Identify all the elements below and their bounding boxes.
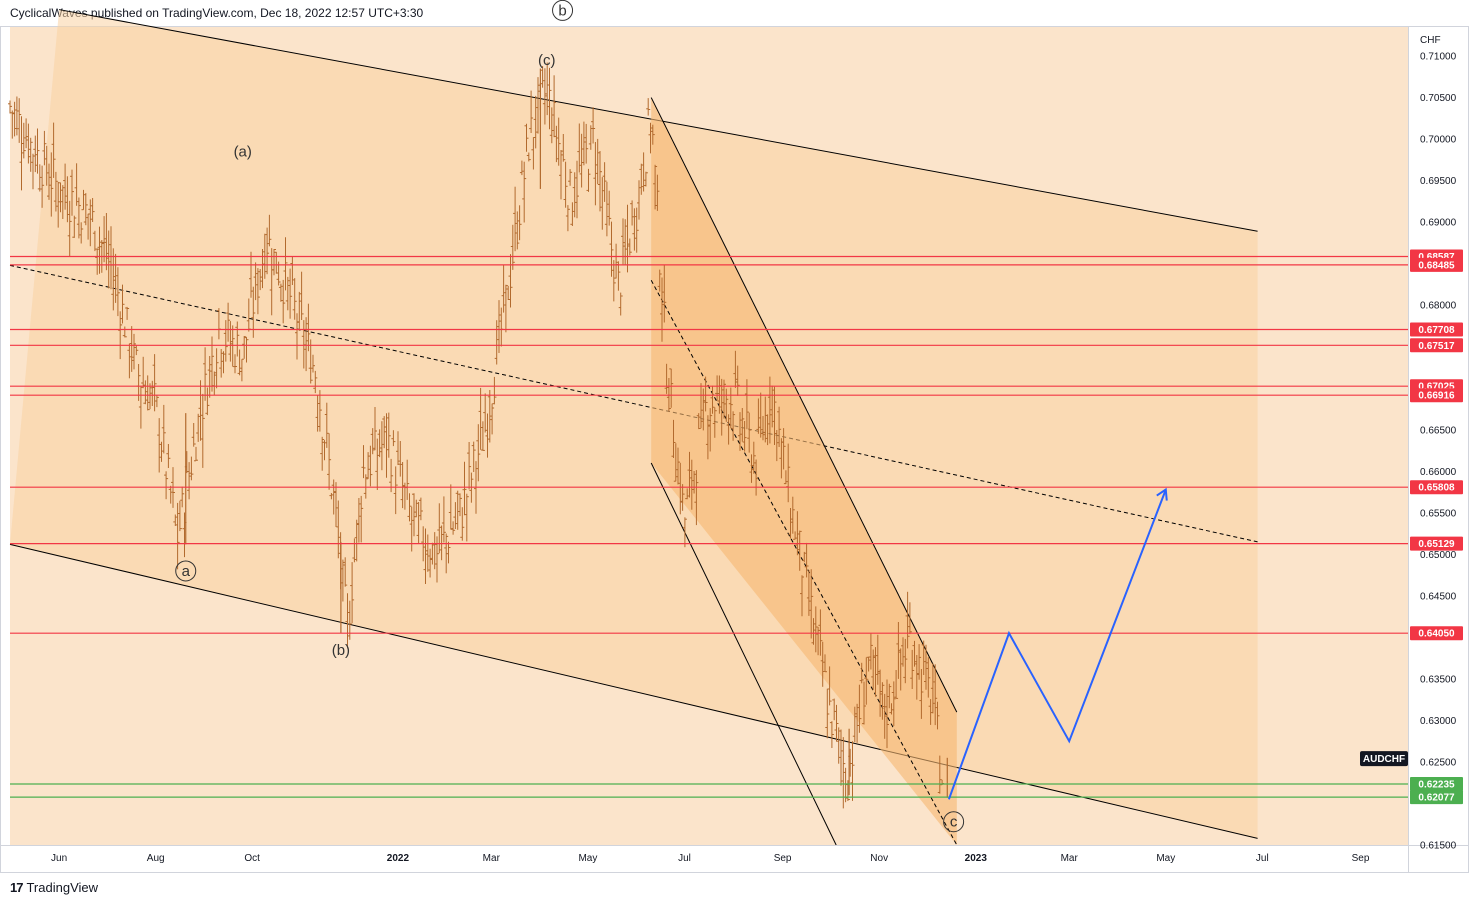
time-tick-label: Mar — [483, 853, 501, 864]
projection-arrowhead — [1156, 487, 1168, 501]
price-tick-label: 0.65000 — [1420, 550, 1457, 561]
currency-label: CHF — [1420, 35, 1441, 46]
time-tick-label: Aug — [147, 853, 165, 864]
inner-channel-fill — [651, 97, 957, 846]
level-badge-resistance — [1410, 338, 1463, 353]
price-tick-label: 0.64500 — [1420, 591, 1457, 602]
plot-area[interactable]: b (c) (a) a (b) c — [8, 0, 1408, 846]
channel-fill — [10, 9, 1258, 839]
time-tick-label: Jun — [51, 853, 67, 864]
level-badge-resistance — [1410, 257, 1463, 272]
price-tick-label: 0.71000 — [1420, 52, 1457, 63]
level-badge-label: 0.68485 — [1418, 260, 1455, 271]
price-tick-label: 0.68000 — [1420, 301, 1457, 312]
time-tick-label: Sep — [1352, 853, 1370, 864]
price-axis[interactable]: CHF 0.71000 0.70500 0.70000 0.69500 0.69000 0… — [1420, 35, 1457, 852]
footer-brand[interactable]: TradingView — [26, 880, 99, 895]
level-badge-label: 0.64050 — [1418, 629, 1455, 640]
tradingview-logo-icon: 17 — [10, 880, 24, 895]
horizontal-levels — [10, 255, 1408, 798]
price-tick-label: 0.61500 — [1420, 841, 1457, 852]
level-badge-label: 0.65129 — [1418, 539, 1455, 550]
projection — [947, 487, 1168, 800]
price-tick-label: 0.70000 — [1420, 135, 1457, 146]
time-tick-label: Jul — [1256, 853, 1269, 864]
price-tick-label: 0.69500 — [1420, 176, 1457, 187]
level-badge-support — [1410, 777, 1463, 791]
channel-midline — [9, 264, 1258, 543]
candles — [8, 62, 948, 809]
symbol-badge-label: AUDCHF — [1363, 754, 1405, 765]
inner-channel-upper-line — [650, 97, 958, 713]
price-tick-label: 0.69000 — [1420, 218, 1457, 229]
wave-labels: b (c) (a) a (b) c — [175, 0, 965, 833]
level-badge-support — [1410, 790, 1463, 805]
symbol-badge — [1360, 751, 1408, 767]
level-badge-resistance — [1410, 322, 1463, 337]
time-tick-label: May — [578, 853, 597, 864]
footer: 17 TradingView — [10, 880, 98, 895]
wave-label: (a) — [234, 144, 252, 161]
wave-label-circle — [552, 0, 574, 21]
wave-label: c — [950, 814, 958, 831]
time-axis[interactable]: Jun Aug Oct 2022 Mar May Jul Sep Nov 2023 Mar May Ju… — [51, 853, 1370, 864]
inner-channel-midline — [650, 280, 958, 846]
time-tick-label: Mar — [1061, 853, 1079, 864]
price-tick-label: 0.70500 — [1420, 93, 1457, 104]
level-badge-resistance — [1410, 388, 1463, 403]
wave-label: a — [182, 563, 191, 580]
level-badge-label: 0.67708 — [1418, 325, 1455, 336]
level-badge-label: 0.66916 — [1418, 391, 1455, 402]
level-badge-label: 0.65808 — [1418, 483, 1455, 494]
time-tick-label: 2023 — [965, 853, 988, 864]
wave-label: (b) — [332, 642, 350, 659]
level-badge-resistance — [1410, 536, 1463, 551]
price-tick-label: 0.65500 — [1420, 508, 1457, 519]
trend-channel — [9, 9, 1258, 839]
publisher-line: CyclicalWaves published on TradingView.c… — [10, 6, 424, 20]
inner-channel — [650, 97, 958, 846]
price-tick-label: 0.63500 — [1420, 674, 1457, 685]
price-tick-label: 0.63000 — [1420, 716, 1457, 727]
wave-label-circle — [943, 811, 965, 833]
level-badge-resistance — [1410, 626, 1463, 641]
time-tick-label: Oct — [244, 853, 260, 864]
price-tick-label: 0.66500 — [1420, 425, 1457, 436]
inner-channel-lower-line — [650, 462, 837, 846]
time-tick-label: 2022 — [387, 853, 410, 864]
time-tick-label: Nov — [870, 853, 888, 864]
wave-label: (c) — [538, 52, 556, 69]
level-badge-resistance — [1410, 480, 1463, 495]
level-badge-label: 0.62235 — [1418, 780, 1455, 791]
level-badge-label: 0.68587 — [1418, 252, 1455, 263]
time-tick-label: Sep — [774, 853, 792, 864]
chart-border — [0, 26, 1469, 873]
time-tick-label: May — [1156, 853, 1175, 864]
time-tick-label: Jul — [678, 853, 691, 864]
level-badge-label: 0.62077 — [1418, 793, 1455, 804]
wave-label: b — [558, 2, 566, 19]
price-tick-label: 0.62500 — [1420, 758, 1457, 769]
projection-path — [947, 489, 1167, 800]
price-tick-label: 0.66000 — [1420, 467, 1457, 478]
level-badge-label: 0.67517 — [1418, 341, 1455, 352]
wave-label-circle — [175, 560, 197, 582]
channel-lower-line — [9, 543, 1258, 839]
level-badge-label: 0.67025 — [1418, 382, 1455, 393]
